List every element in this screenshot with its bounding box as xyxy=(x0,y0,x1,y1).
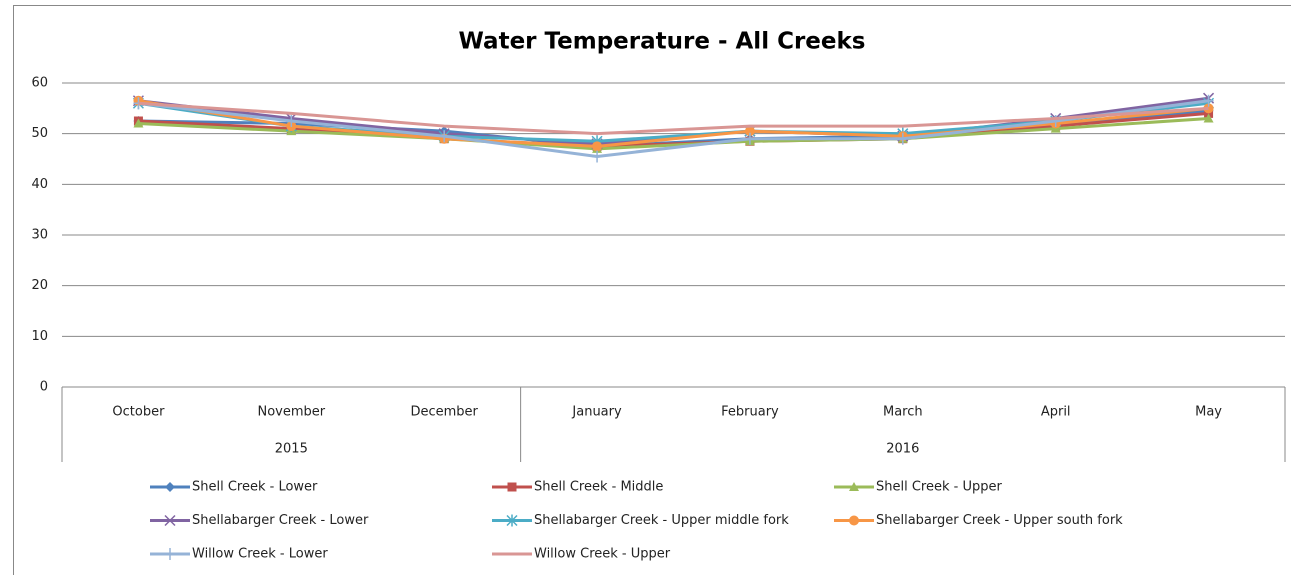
legend-label: Willow Creek - Lower xyxy=(192,547,328,562)
marker xyxy=(507,482,517,492)
x-tick-label: November xyxy=(257,405,325,420)
legend-label: Willow Creek - Upper xyxy=(534,547,671,562)
legend-label: Shellabarger Creek - Upper middle fork xyxy=(534,513,789,528)
marker xyxy=(592,141,603,152)
marker xyxy=(744,132,755,145)
y-tick-label: 50 xyxy=(31,126,48,141)
series-line xyxy=(138,116,1209,151)
series-line xyxy=(138,101,1209,136)
marker xyxy=(592,150,603,163)
x-group-label: 2016 xyxy=(886,442,919,457)
y-tick-label: 0 xyxy=(40,380,48,395)
legend-label: Shellabarger Creek - Upper south fork xyxy=(876,513,1123,528)
x-tick-label: February xyxy=(721,405,779,420)
y-tick-label: 60 xyxy=(31,76,48,91)
legend-label: Shellabarger Creek - Lower xyxy=(192,513,369,528)
legend-label: Shell Creek - Upper xyxy=(876,480,1002,495)
y-tick-label: 20 xyxy=(31,278,48,293)
marker xyxy=(286,115,297,127)
series-line xyxy=(138,99,1209,148)
x-tick-label: October xyxy=(112,405,165,420)
marker xyxy=(1203,94,1214,107)
marker xyxy=(506,514,518,527)
legend-label: Shell Creek - Lower xyxy=(192,480,318,495)
marker xyxy=(1203,113,1214,123)
marker xyxy=(165,482,175,492)
marker xyxy=(439,130,450,143)
y-tick-label: 30 xyxy=(31,228,48,243)
marker xyxy=(164,514,176,527)
x-tick-label: December xyxy=(410,405,478,420)
x-tick-label: January xyxy=(571,405,622,420)
chart-title: Water Temperature - All Creeks xyxy=(459,29,866,55)
x-tick-label: March xyxy=(883,405,923,420)
x-tick-label: April xyxy=(1041,405,1071,420)
legend-label: Shell Creek - Middle xyxy=(534,480,663,495)
chart-frame xyxy=(13,5,1291,575)
marker xyxy=(849,515,859,526)
y-tick-label: 40 xyxy=(31,177,48,192)
marker xyxy=(897,132,908,145)
marker xyxy=(165,548,175,560)
y-tick-label: 10 xyxy=(31,329,48,344)
series-line xyxy=(138,99,1209,158)
marker xyxy=(1204,108,1214,118)
marker xyxy=(849,482,859,491)
x-group-label: 2015 xyxy=(275,442,308,457)
x-tick-label: May xyxy=(1195,405,1222,420)
marker xyxy=(133,118,144,128)
marker xyxy=(744,126,755,137)
